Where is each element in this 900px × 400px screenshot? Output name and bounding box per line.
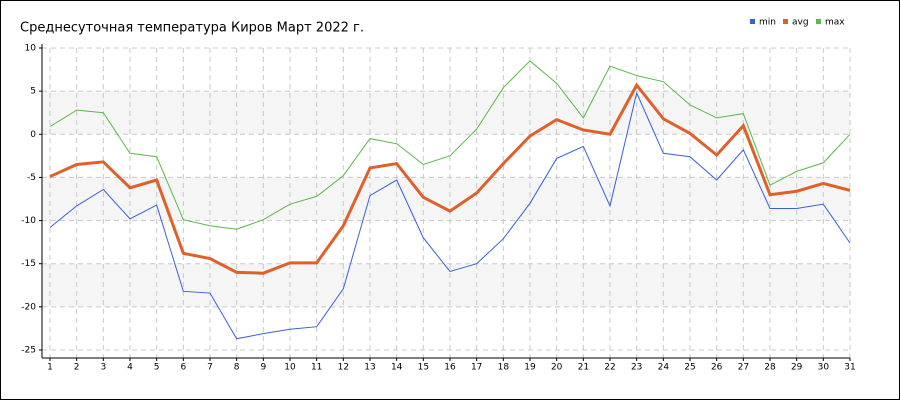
x-tick-label: 22 [604, 363, 615, 373]
y-tick-label: -25 [21, 346, 36, 356]
legend-label: avg [792, 18, 809, 28]
legend-swatch [783, 19, 788, 24]
x-tick-label: 17 [471, 363, 482, 373]
legend-label: min [759, 18, 776, 28]
x-tick-label: 25 [684, 363, 695, 373]
x-tick-label: 18 [498, 363, 510, 373]
x-tick-label: 31 [844, 363, 855, 373]
x-tick-label: 6 [180, 363, 186, 373]
x-tick-label: 13 [364, 363, 375, 373]
x-tick-label: 9 [260, 363, 266, 373]
legend-swatch [816, 19, 821, 24]
x-tick-label: 24 [658, 363, 670, 373]
x-tick-label: 28 [764, 363, 776, 373]
x-tick-label: 3 [100, 363, 106, 373]
x-tick-label: 29 [791, 363, 803, 373]
y-tick-label: 0 [30, 130, 36, 140]
x-tick-label: 2 [74, 363, 80, 373]
legend-label: max [825, 18, 845, 28]
x-tick-label: 21 [578, 363, 589, 373]
x-tick-label: 27 [738, 363, 749, 373]
band [42, 263, 850, 307]
y-tick-label: 10 [25, 44, 37, 54]
x-tick-label: 16 [444, 363, 456, 373]
x-tick-label: 5 [154, 363, 160, 373]
x-tick-label: 19 [524, 363, 536, 373]
x-tick-label: 12 [338, 363, 349, 373]
x-tick-label: 23 [631, 363, 642, 373]
y-tick-label: -15 [21, 259, 36, 269]
band [42, 177, 850, 221]
x-tick-label: 8 [234, 363, 240, 373]
y-tick-label: -20 [21, 302, 36, 312]
x-tick-label: 15 [418, 363, 429, 373]
x-tick-label: 20 [551, 363, 563, 373]
y-tick-label: -5 [27, 173, 36, 183]
band [42, 91, 850, 135]
line-series [49, 82, 851, 275]
x-tick-label: 14 [391, 363, 403, 373]
chart-title: Среднесуточная температура Киров Март 20… [20, 21, 364, 36]
x-tick-label: 1 [47, 363, 53, 373]
line-series [49, 60, 851, 230]
y-tick-label: -10 [21, 216, 36, 226]
line-series [49, 91, 851, 340]
x-tick-label: 30 [818, 363, 830, 373]
y-tick-label: 5 [30, 87, 36, 97]
legend-swatch [750, 19, 755, 24]
x-tick-label: 11 [311, 363, 322, 373]
x-tick-label: 7 [207, 363, 213, 373]
x-tick-label: 4 [127, 363, 133, 373]
x-tick-label: 26 [711, 363, 723, 373]
x-tick-label: 10 [284, 363, 296, 373]
